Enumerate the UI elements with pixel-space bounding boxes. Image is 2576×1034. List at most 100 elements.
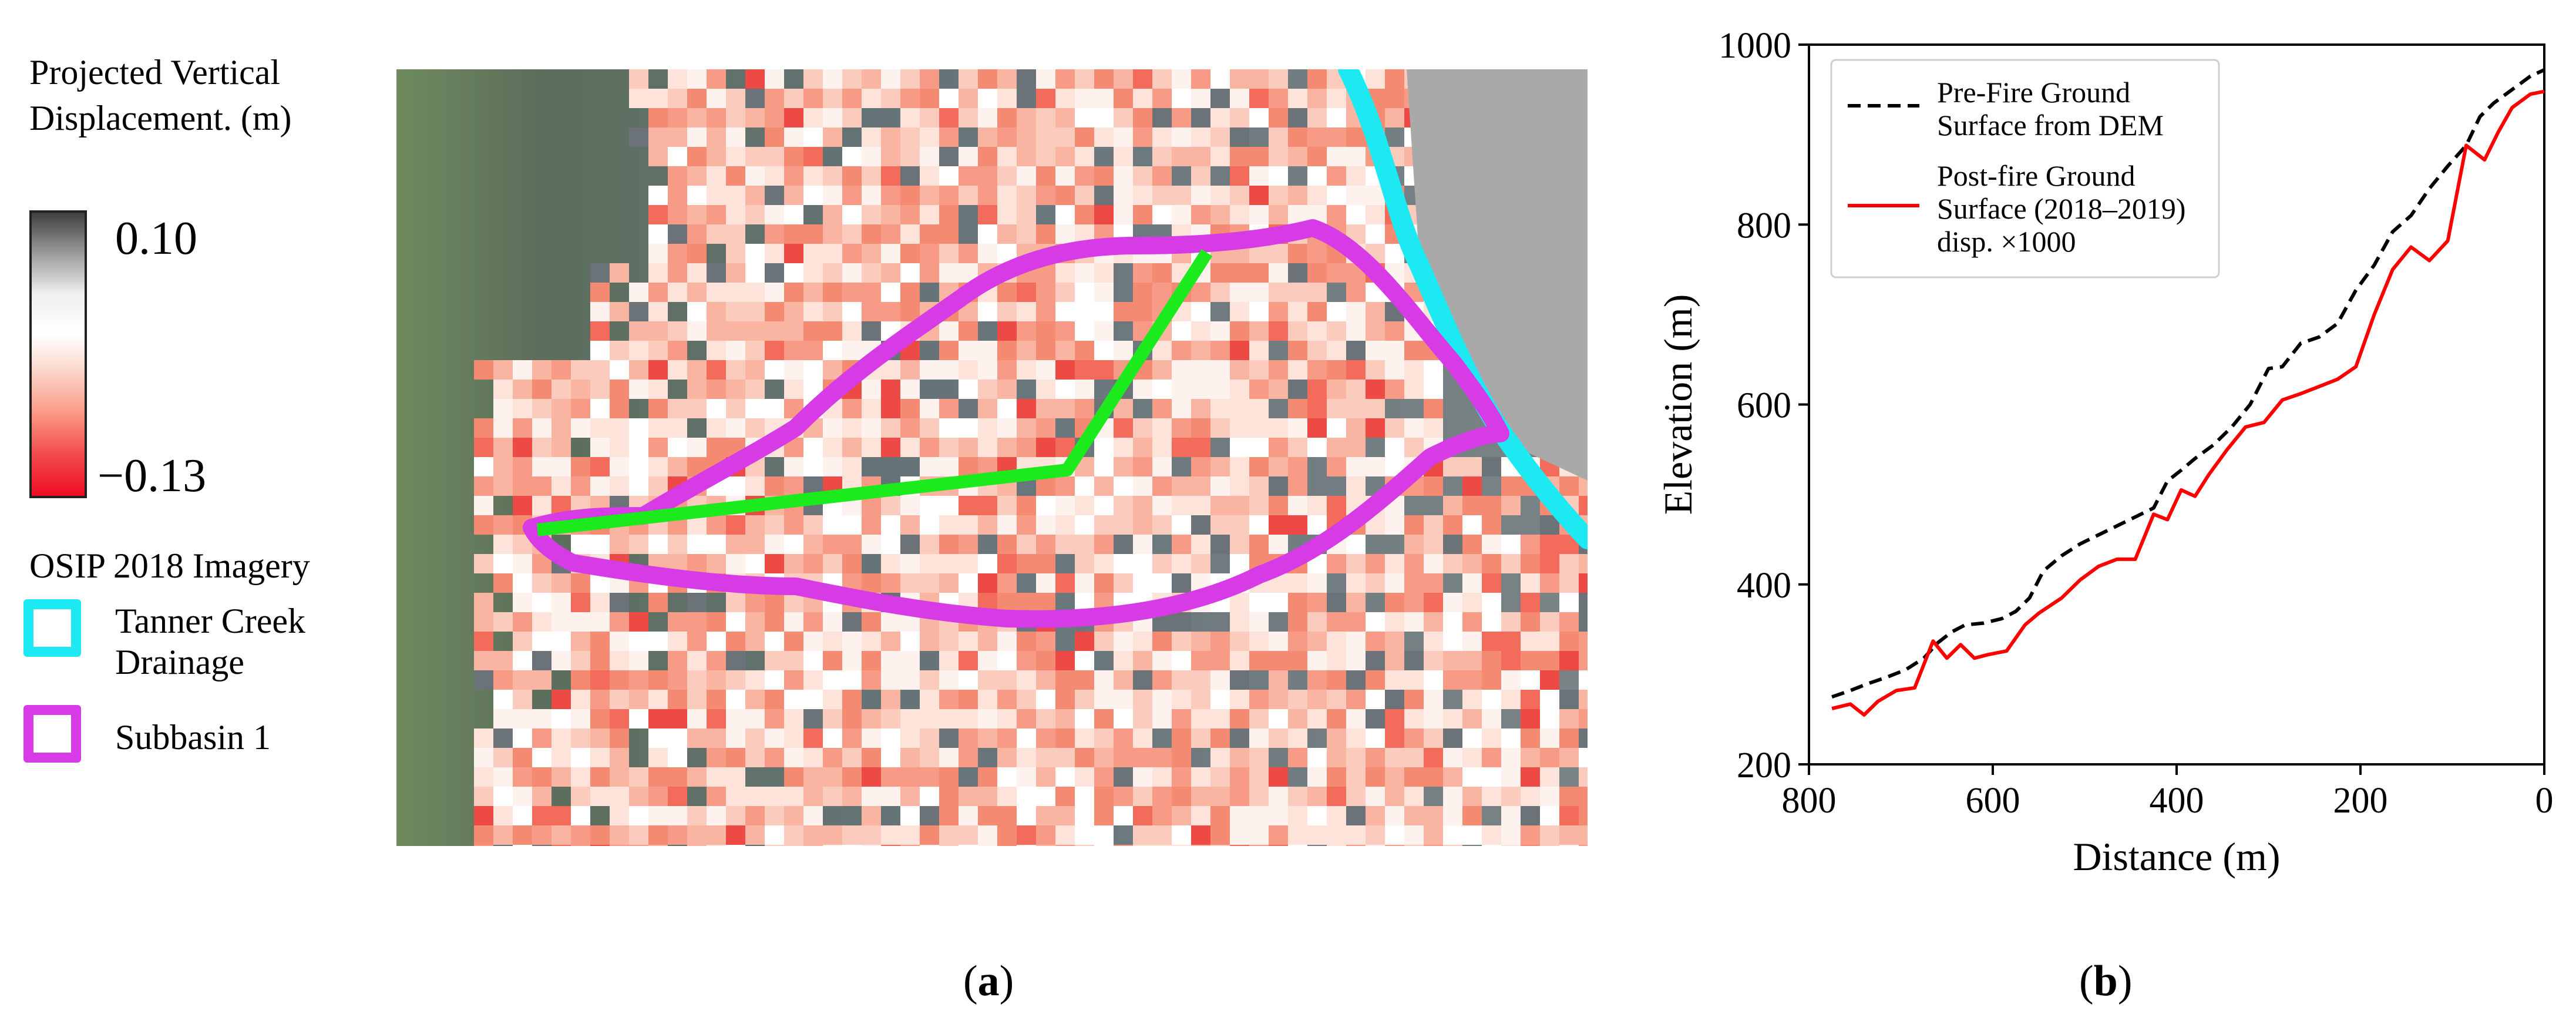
displacement-pixel — [1307, 321, 1327, 341]
displacement-pixel — [687, 147, 707, 166]
displacement-pixel — [1094, 341, 1114, 360]
displacement-pixel — [959, 457, 978, 476]
displacement-pixel — [881, 651, 900, 670]
displacement-pixel — [629, 283, 648, 302]
displacement-pixel — [1249, 825, 1269, 845]
displacement-pixel — [881, 166, 900, 186]
displacement-pixel — [862, 244, 881, 263]
displacement-pixel — [551, 573, 571, 593]
displacement-pixel — [1424, 825, 1443, 845]
displacement-pixel — [1172, 535, 1191, 554]
displacement-pixel — [823, 186, 842, 205]
displacement-pixel — [629, 418, 648, 438]
displacement-pixel — [784, 457, 803, 476]
displacement-pixel — [629, 612, 648, 632]
displacement-pixel — [939, 496, 959, 515]
displacement-pixel — [1094, 573, 1114, 593]
displacement-pixel — [1114, 573, 1133, 593]
displacement-pixel — [1462, 573, 1482, 593]
displacement-pixel — [1327, 302, 1346, 321]
displacement-pixel — [1152, 283, 1172, 302]
displacement-pixel — [648, 302, 668, 321]
displacement-pixel — [1269, 457, 1288, 476]
displacement-pixel — [726, 651, 745, 670]
displacement-pixel — [1443, 457, 1462, 476]
displacement-pixel — [997, 787, 1017, 806]
displacement-pixel — [1075, 825, 1094, 845]
displacement-pixel — [920, 709, 939, 728]
displacement-pixel — [1036, 496, 1055, 515]
displacement-pixel — [803, 224, 823, 244]
displacement-pixel — [765, 535, 784, 554]
displacement-pixel — [1366, 748, 1385, 767]
displacement-pixel — [1191, 341, 1210, 360]
displacement-pixel — [1036, 166, 1055, 186]
displacement-pixel — [1462, 787, 1482, 806]
displacement-pixel — [1462, 748, 1482, 767]
displacement-pixel — [1230, 457, 1249, 476]
displacement-pixel — [1249, 496, 1269, 515]
displacement-pixel — [1501, 728, 1521, 748]
displacement-pixel — [1230, 535, 1249, 554]
displacement-pixel — [1579, 593, 1588, 612]
displacement-pixel — [1307, 709, 1327, 728]
displacement-pixel — [765, 825, 784, 845]
displacement-pixel — [900, 205, 920, 224]
displacement-pixel — [1385, 89, 1404, 108]
displacement-pixel — [1133, 476, 1152, 496]
displacement-pixel — [668, 748, 687, 767]
displacement-pixel — [1288, 399, 1307, 418]
displacement-pixel — [1327, 612, 1346, 632]
displacement-pixel — [1288, 787, 1307, 806]
displacement-pixel — [862, 224, 881, 244]
displacement-pixel — [1269, 263, 1288, 283]
subbasin-legend-label: Subbasin 1 — [115, 718, 271, 757]
displacement-pixel — [1172, 748, 1191, 767]
displacement-pixel — [1385, 515, 1404, 535]
displacement-pixel — [1133, 457, 1152, 476]
displacement-pixel — [1327, 166, 1346, 186]
displacement-pixel — [803, 787, 823, 806]
displacement-pixel — [1288, 476, 1307, 496]
displacement-pixel — [959, 108, 978, 127]
displacement-pixel — [920, 205, 939, 224]
displacement-pixel — [1540, 845, 1559, 846]
displacement-pixel — [590, 748, 610, 767]
displacement-pixel — [474, 806, 493, 825]
displacement-pixel — [648, 224, 668, 244]
displacement-pixel — [1307, 670, 1327, 690]
displacement-pixel — [842, 205, 862, 224]
displacement-pixel — [1501, 476, 1521, 496]
displacement-pixel — [1385, 845, 1404, 846]
displacement-pixel — [745, 166, 765, 186]
displacement-pixel — [920, 438, 939, 457]
displacement-pixel — [939, 360, 959, 380]
displacement-pixel — [648, 321, 668, 341]
displacement-pixel — [1482, 651, 1501, 670]
displacement-pixel — [1133, 535, 1152, 554]
displacement-pixel — [765, 283, 784, 302]
displacement-pixel — [1114, 767, 1133, 787]
displacement-pixel — [997, 806, 1017, 825]
displacement-pixel — [745, 341, 765, 360]
displacement-pixel — [474, 825, 493, 845]
displacement-pixel — [1036, 748, 1055, 767]
displacement-pixel — [1346, 399, 1366, 418]
displacement-pixel — [648, 845, 668, 846]
displacement-pixel — [1075, 341, 1094, 360]
displacement-pixel — [668, 438, 687, 457]
displacement-pixel — [1249, 476, 1269, 496]
displacement-pixel — [1036, 438, 1055, 457]
displacement-pixel — [862, 845, 881, 846]
displacement-pixel — [1133, 438, 1152, 457]
displacement-pixel — [1559, 825, 1579, 845]
displacement-pixel — [1346, 302, 1366, 321]
displacement-pixel — [1346, 709, 1366, 728]
displacement-pixel — [1269, 380, 1288, 399]
displacement-pixel — [1366, 709, 1385, 728]
displacement-pixel — [881, 690, 900, 709]
colorbar-title-line2: Displacement. (m) — [29, 99, 292, 137]
displacement-pixel — [842, 632, 862, 651]
displacement-pixel — [1521, 728, 1540, 748]
displacement-pixel — [668, 728, 687, 748]
